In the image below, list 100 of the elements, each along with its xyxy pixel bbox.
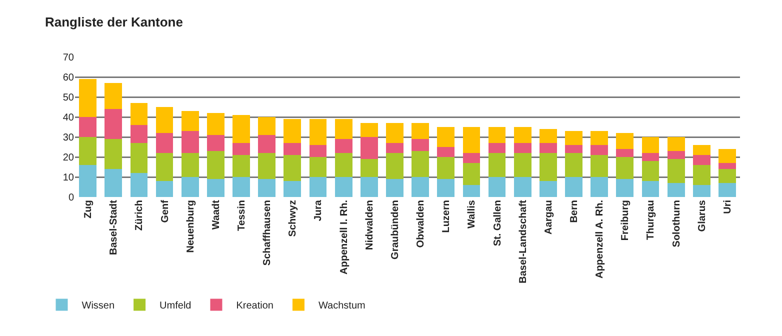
bar — [437, 147, 455, 157]
y-tick-label: 30 — [62, 132, 74, 144]
y-tick-label: 0 — [68, 192, 74, 204]
bar — [565, 177, 582, 197]
x-tick-label: Obwalden — [416, 200, 427, 248]
x-tick-label: Graubünden — [390, 200, 401, 260]
bar — [412, 139, 429, 151]
bar — [232, 143, 250, 155]
bar — [718, 183, 736, 197]
bar — [232, 115, 250, 143]
bar — [360, 159, 378, 177]
x-tick-label: Glarus — [696, 200, 708, 232]
bar — [692, 165, 710, 185]
bar — [488, 153, 506, 177]
bar — [334, 153, 352, 177]
bar — [156, 153, 174, 181]
y-tick-label: 20 — [62, 152, 74, 164]
bar — [79, 117, 96, 137]
bar — [488, 143, 506, 153]
bar — [284, 181, 302, 197]
x-tick-label: Luzern — [441, 200, 452, 233]
bar — [156, 181, 174, 197]
bar — [590, 155, 608, 177]
bar — [360, 177, 378, 197]
bar — [334, 177, 352, 197]
bar — [334, 139, 352, 153]
bar — [514, 127, 532, 143]
bar — [462, 185, 480, 197]
legend-label: Umfeld — [160, 300, 192, 312]
bar — [258, 153, 276, 179]
bar — [437, 179, 455, 197]
bar — [309, 145, 327, 157]
bar — [386, 153, 404, 179]
bar — [258, 179, 276, 197]
y-tick-label: 70 — [62, 52, 74, 64]
bar — [412, 151, 429, 177]
bar — [718, 169, 736, 183]
bar — [667, 137, 685, 151]
x-tick-label: Aargau — [543, 200, 554, 234]
bar — [104, 139, 122, 169]
x-tick-label: Solothurn — [671, 200, 682, 248]
y-tick-label: 40 — [62, 112, 74, 124]
bar — [284, 119, 302, 143]
bar — [232, 155, 250, 177]
bar — [206, 135, 224, 151]
bar — [104, 169, 122, 197]
bar — [79, 137, 96, 165]
bar — [642, 153, 660, 161]
bar — [156, 107, 174, 133]
bar — [181, 131, 199, 153]
x-tick-label: Bern — [569, 200, 580, 223]
x-tick-label: Freiburg — [620, 200, 632, 241]
bar — [565, 145, 582, 153]
bar — [539, 153, 557, 181]
bar — [514, 153, 532, 177]
bar — [642, 161, 660, 181]
bar — [156, 133, 174, 153]
legend-label: Wissen — [82, 300, 115, 312]
x-tick-label: Waadt — [210, 199, 222, 230]
bar — [539, 129, 557, 143]
bar — [412, 177, 429, 197]
x-tick-label: Schwyz — [288, 200, 299, 237]
bar — [386, 179, 404, 197]
bar — [386, 123, 404, 143]
bar — [258, 135, 276, 153]
x-tick-label: Uri — [722, 200, 734, 214]
legend-label: Kreation — [236, 300, 274, 312]
x-tick-label: Tessin — [236, 200, 248, 231]
bar — [565, 153, 582, 177]
bar — [309, 177, 327, 197]
chart-title: Rangliste der Kantone — [45, 14, 183, 30]
bar — [284, 143, 302, 155]
legend-label: Wachstum — [318, 300, 366, 312]
bar — [386, 143, 404, 153]
bar — [590, 145, 608, 155]
bar — [79, 165, 96, 197]
bar — [130, 173, 148, 197]
bar — [692, 185, 710, 197]
bar — [539, 181, 557, 197]
bar — [206, 151, 224, 179]
bar — [667, 159, 685, 183]
bar — [616, 133, 634, 149]
bar — [667, 183, 685, 197]
bar — [718, 149, 736, 163]
bar — [181, 111, 199, 131]
bar — [130, 143, 148, 173]
bar — [539, 143, 557, 153]
x-tick-label: Basel-Stadt — [108, 199, 120, 256]
bar — [616, 157, 634, 179]
y-tick-label: 10 — [62, 172, 74, 184]
bar — [104, 83, 122, 109]
x-tick-label: Zürich — [134, 200, 146, 231]
bar — [590, 177, 608, 197]
bar — [667, 151, 685, 159]
bar — [79, 79, 96, 117]
x-tick-label: Jura — [313, 200, 324, 222]
bar — [360, 123, 378, 137]
bar — [488, 177, 506, 197]
bar — [488, 127, 506, 143]
x-tick-label: Basel-Landschaft — [518, 199, 529, 284]
